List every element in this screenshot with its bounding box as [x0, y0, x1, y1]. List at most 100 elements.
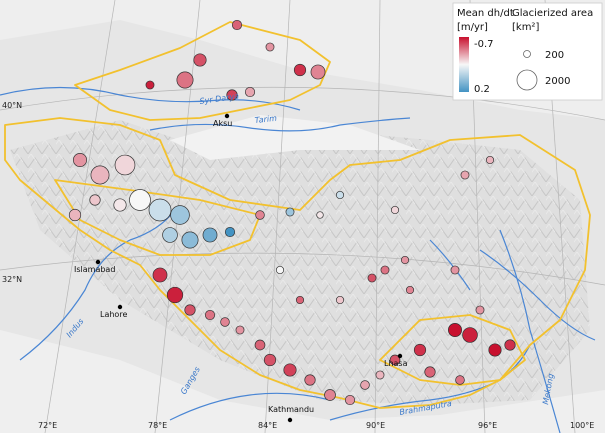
rivers [0, 86, 596, 433]
lon-label-96e: 96°E [478, 421, 497, 430]
graticule-labels: 40°N 32°N 72°E 78°E 84°E 90°E 96°E 100°E [2, 101, 594, 430]
city-label-lahore: Lahore [100, 310, 127, 319]
legend-size-large: 2000 [545, 76, 570, 87]
glacier-bubble [184, 304, 196, 316]
glacier-bubble [231, 19, 243, 31]
lon-label-72e: 72°E [38, 421, 57, 430]
lon-label-84e: 84°E [258, 421, 277, 430]
legend-color-min: 0.2 [474, 84, 490, 95]
glacier-bubble [360, 380, 370, 390]
glacier-bubble [460, 170, 470, 180]
legend-color-unit: [m/yr] [457, 22, 488, 33]
river-syrdarya-path [0, 86, 301, 111]
glacier-bubble [448, 323, 462, 337]
river-tarim-path [149, 117, 411, 132]
glacier-bubble [90, 165, 110, 185]
glacier-bubble [475, 305, 485, 315]
city-dot-islamabad [95, 259, 101, 265]
glacier-bubble [226, 89, 238, 101]
glacier-bubble [335, 190, 345, 200]
city-dot-aksu [224, 113, 230, 119]
glacier-bubble [488, 343, 502, 357]
glacier-bubble [176, 71, 194, 89]
plains-south [0, 330, 605, 433]
glacier-bubble [405, 285, 415, 295]
glacier-bubble [170, 205, 190, 225]
glacier-bubble [283, 363, 297, 377]
city-dot-kathmandu [287, 417, 293, 423]
legend-size-title: Glacierized area [512, 8, 593, 19]
glacier-bubble [235, 325, 245, 335]
glacier-bubble [424, 366, 436, 378]
legend-size-unit: [km²] [512, 22, 539, 33]
legend-size-small: 200 [545, 50, 564, 61]
river-brahmaputra-path [329, 344, 531, 421]
glacier-bubble [166, 286, 184, 304]
glacier-bubble [265, 42, 275, 52]
glacier-bubble [335, 295, 345, 305]
river-label-tarim: Tarim [254, 114, 277, 125]
glacier-bubble [375, 370, 385, 380]
glacier-bubble [73, 153, 87, 167]
glacier-bubble [285, 207, 295, 217]
glacier-bubble [152, 267, 168, 283]
glacier-bubble [129, 189, 151, 211]
glacier-bubble [244, 86, 256, 98]
city-label-lhasa: Lhasa [384, 359, 408, 368]
legend: Mean dh/dt [m/yr] -0.7 0.2 Glacierized a… [452, 2, 603, 101]
glacier-bubble [204, 309, 216, 321]
boundary-tien-shan [74, 21, 331, 121]
cities: Aksu Islamabad Lahore Kathmandu Lhasa [74, 113, 408, 423]
glacier-bubble [162, 227, 178, 243]
boundary-nyainqentanglha [379, 314, 526, 386]
region-boundaries [4, 21, 591, 409]
legend-colorbar [459, 37, 469, 92]
glacier-bubble [263, 353, 277, 367]
glacier-bubble [380, 265, 390, 275]
boundary-karakoram [54, 179, 261, 256]
glacier-bubble [344, 394, 356, 406]
glacier-bubble [367, 273, 377, 283]
city-dot-lahore [117, 304, 123, 310]
river-mekong-path [499, 229, 561, 433]
legend-size-large-circle [516, 69, 538, 91]
glacier-bubble [504, 339, 516, 351]
city-label-aksu: Aksu [213, 119, 232, 128]
city-label-islamabad: Islamabad [74, 265, 115, 274]
glacier-bubble [255, 210, 265, 220]
glacier-bubble [462, 327, 478, 343]
meridian-90e [374, 0, 381, 433]
glacier-bubble [202, 227, 218, 243]
glacier-bubble [390, 205, 400, 215]
lon-label-100e: 100°E [570, 421, 594, 430]
parallel-40n [0, 86, 605, 121]
legend-color-title: Mean dh/dt [457, 8, 514, 19]
glacier-bubble [310, 64, 326, 80]
glacier-bubble [455, 375, 465, 385]
glacier-bubble [220, 317, 230, 327]
lon-label-78e: 78°E [148, 421, 167, 430]
parallel-32n [0, 252, 605, 286]
river-ganges-path [169, 392, 331, 421]
glacier-bubble [224, 226, 236, 238]
lat-label-40n: 40°N [2, 101, 22, 110]
glacier-bubble [145, 80, 155, 90]
glacier-bubble [400, 255, 410, 265]
glacier-bubble [485, 155, 495, 165]
legend-color-max: -0.7 [474, 39, 494, 50]
glacier-bubble [316, 211, 324, 219]
mountain-relief [10, 120, 590, 405]
glacier-bubble [254, 339, 266, 351]
glacier-bubble [113, 198, 127, 212]
legend-size-small-circle [523, 50, 531, 58]
glacier-bubble [193, 53, 207, 67]
city-label-kathmandu: Kathmandu [268, 405, 314, 414]
glacier-bubble [295, 295, 305, 305]
glacier-bubble [181, 231, 199, 249]
glacier-bubble [275, 265, 285, 275]
glacier-bubble [89, 194, 101, 206]
glacier-bubble [293, 63, 307, 77]
glacier-bubble [114, 154, 136, 176]
